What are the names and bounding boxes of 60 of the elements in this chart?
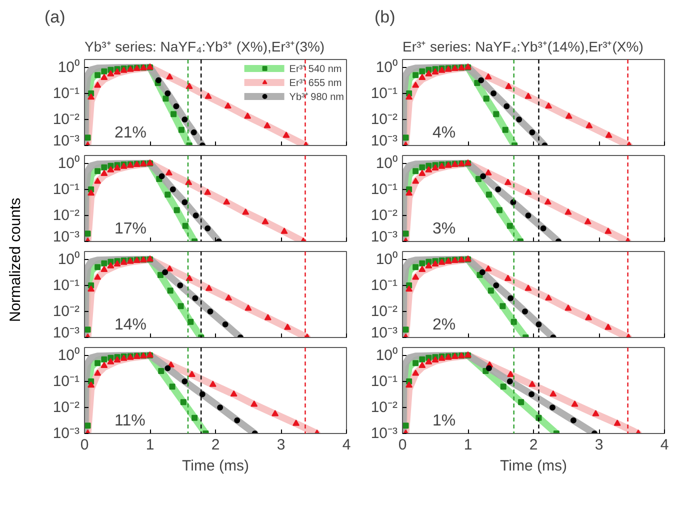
y-tick-label: 10⁰ [376, 250, 398, 268]
legend-label: Er³⁺ 540 nm [289, 63, 342, 75]
y-tick-label: 10⁻³ [52, 324, 80, 342]
chart-title: (a) [44, 8, 66, 26]
y-tick-label: 10⁻¹ [370, 372, 398, 390]
y-tick-label: 10⁻¹ [52, 84, 80, 102]
y-tick-label: 10⁻² [52, 110, 80, 128]
y-tick-label: 10⁰ [58, 58, 80, 76]
y-tick-label: 10⁻² [52, 206, 80, 224]
y-tick-label: 10⁰ [376, 154, 398, 172]
annotation: 14% [114, 316, 147, 334]
annotation: 3% [432, 220, 456, 238]
x-tick-label: 2 [211, 436, 220, 454]
annotation: 4% [432, 124, 456, 142]
y-tick-label: 10⁻³ [52, 228, 80, 246]
x-tick-label: 1 [146, 436, 154, 454]
y-tick-label: 10⁰ [58, 250, 80, 268]
chart-subtitle: Yb³⁺ series: NaYF₄:Yb³⁺ (X%),Er³⁺(3%) [84, 38, 325, 54]
y-tick-label: 10⁻² [370, 302, 398, 320]
y-tick-label: 10⁻³ [52, 425, 80, 442]
annotation: 21% [114, 124, 147, 142]
y-tick-label: 10⁻³ [370, 228, 398, 246]
y-tick-label: 10⁻¹ [52, 276, 80, 294]
y-tick-label: 10⁰ [58, 346, 80, 364]
x-tick-label: 3 [594, 436, 604, 454]
x-axis-title: Time (ms) [182, 458, 249, 474]
y-tick-label: 10⁻¹ [370, 180, 398, 198]
y-tick-label: 10⁻² [52, 302, 80, 320]
y-tick-label: 10⁻³ [370, 132, 398, 150]
x-axis-title: Time (ms) [500, 458, 567, 474]
annotation: 2% [432, 316, 456, 334]
x-tick-label: 3 [276, 436, 286, 454]
legend-label: Er³⁺ 655 nm [289, 77, 342, 89]
y-tick-label: 10⁻² [370, 398, 398, 416]
y-tick-label: 10⁻² [370, 206, 398, 224]
x-tick-label: 4 [342, 436, 351, 454]
x-tick-label: 1 [464, 436, 472, 454]
chart-subtitle: Er³⁺ series: NaYF₄:Yb³⁺(14%),Er³⁺(X%) [402, 38, 644, 54]
y-tick-label: 10⁻¹ [370, 276, 398, 294]
y-tick-label: 10⁻¹ [370, 84, 398, 102]
y-tick-label: 10⁻² [370, 110, 398, 128]
chart-title: (b) [374, 8, 396, 26]
legend-label: Yb³⁺ 980 nm [289, 91, 344, 103]
annotation: 17% [114, 220, 147, 238]
y-tick-label: 10⁰ [58, 154, 80, 172]
x-tick-label: 4 [660, 436, 669, 454]
y-tick-label: 10⁰ [376, 346, 398, 364]
y-tick-label: 10⁻² [52, 398, 80, 416]
y-tick-label: 10⁻³ [370, 324, 398, 342]
x-tick-label: 2 [529, 436, 538, 454]
y-tick-label: 10⁻³ [370, 425, 398, 442]
annotation: 11% [114, 412, 146, 430]
annotation: 1% [432, 412, 456, 430]
x-tick-label: 0 [398, 436, 407, 454]
y-tick-label: 10⁻³ [52, 132, 80, 150]
y-tick-label: 10⁻¹ [52, 372, 80, 390]
x-tick-label: 0 [80, 436, 89, 454]
y-axis-title: Normalized counts [6, 198, 25, 322]
y-tick-label: 10⁻¹ [52, 180, 80, 198]
y-tick-label: 10⁰ [376, 58, 398, 76]
